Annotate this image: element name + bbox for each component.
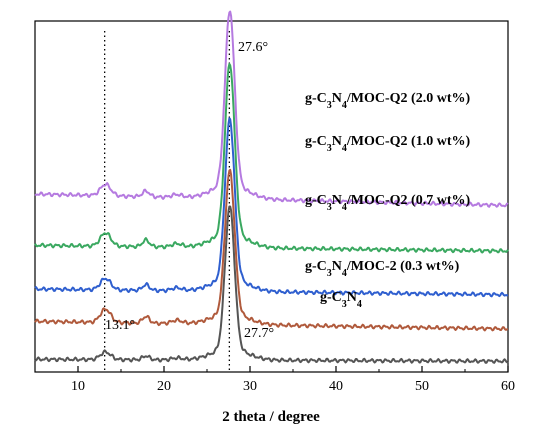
series-label-4: g-C3N4/MOC-Q2 (2.0 wt%) [305,91,470,111]
series-label-text: N [347,290,357,305]
series-label-text: /MOC-Q2 (2.0 wt%) [346,91,471,106]
series-label-text: g-C [305,91,327,106]
series-label-text: g-C [305,193,327,208]
series-label-subscript: 3 [327,100,332,111]
x-axis-title: 2 theta / degree [222,409,320,425]
series-line-4 [34,10,509,208]
series-label-text: g-C [305,259,327,274]
series-line-0 [34,205,509,364]
series-lines [34,10,509,364]
series-line-1 [34,168,509,332]
peak-annotation-1: 13.1° [105,318,135,333]
peak-annotation-2: 27.7° [244,326,274,341]
x-tick-label: 10 [71,379,85,394]
series-label-1: g-C3N4/MOC-2 (0.3 wt%) [305,259,460,279]
series-label-subscript: 3 [327,202,332,213]
series-label-text: N [332,134,342,149]
series-label-text: /MOC-Q2 (0.7 wt%) [346,193,471,208]
series-label-subscript: 3 [327,143,332,154]
series-label-subscript: 4 [342,143,347,154]
x-tick-label: 50 [415,379,429,394]
reference-lines [104,31,231,372]
series-line-2 [34,117,509,298]
series-label-subscript: 4 [342,202,347,213]
series-label-2: g-C3N4/MOC-Q2 (0.7 wt%) [305,193,470,213]
series-label-text: N [332,193,342,208]
x-tick-label: 60 [501,379,515,394]
peak-labels: 27.6° 13.1° 27.7° [105,40,274,341]
series-label-text: g-C [305,134,327,149]
x-tick-label: 20 [157,379,171,394]
series-label-text: N [332,259,342,274]
series-label-subscript: 3 [342,299,347,310]
peak-annotation-0: 27.6° [238,40,268,55]
x-axis-ticks: 10 20 30 40 50 60 [34,366,515,394]
series-label-text: N [332,91,342,106]
series-label-text: /MOC-2 (0.3 wt%) [346,259,460,274]
x-tick-label: 30 [243,379,257,394]
series-line-3 [34,63,509,254]
series-label-3: g-C3N4/MOC-Q2 (1.0 wt%) [305,134,470,154]
series-label-subscript: 4 [342,100,347,111]
series-label-0: g-C3N4 [320,290,362,310]
series-label-text: g-C [320,290,342,305]
series-label-subscript: 3 [327,268,332,279]
series-label-subscript: 4 [357,299,362,310]
plot-frame [34,20,509,373]
x-tick-label: 40 [329,379,343,394]
series-label-subscript: 4 [342,268,347,279]
series-label-text: /MOC-Q2 (1.0 wt%) [346,134,471,149]
